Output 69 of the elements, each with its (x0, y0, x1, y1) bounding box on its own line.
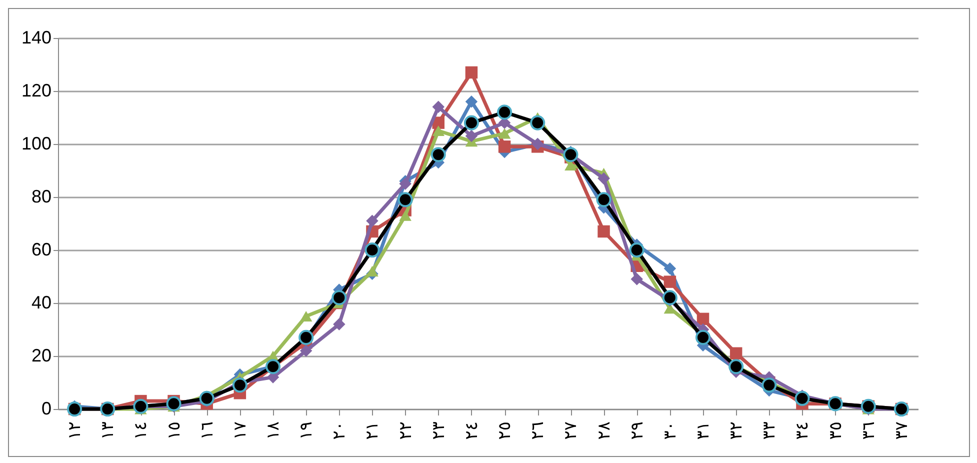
point (630, 273, 643, 286)
point (498, 128, 511, 139)
point (730, 347, 742, 360)
x-tick-label: ٣٣ (760, 422, 780, 440)
point (300, 344, 312, 357)
point (596, 192, 612, 208)
point (366, 214, 378, 227)
x-tick-label: ٢٧ (561, 422, 582, 440)
x-tick-label: ٢٨ (594, 422, 614, 440)
point (465, 66, 478, 79)
point (332, 290, 347, 306)
x-tick-label: ١٣ (98, 422, 118, 440)
point (664, 276, 676, 288)
y-tick-label: 80 (31, 186, 52, 206)
point (696, 312, 710, 326)
point (497, 104, 512, 120)
x-tick-label: ٢٣ (428, 422, 449, 440)
point (629, 242, 644, 258)
y-tick-label: 140 (21, 28, 52, 48)
point (399, 210, 412, 221)
point (598, 172, 610, 185)
x-tick-label: ١٩ (296, 422, 317, 440)
x-tick-label: ١٧ (230, 422, 250, 440)
point (498, 140, 511, 153)
point (432, 100, 445, 114)
y-tick-label: 20 (31, 346, 52, 366)
y-tick-label: 60 (31, 240, 52, 260)
point (432, 125, 445, 136)
point (664, 262, 676, 275)
x-tick-label: ١٦ (197, 422, 218, 440)
point (232, 378, 248, 393)
point (430, 147, 446, 162)
x-tick-label: ٣٧ (892, 422, 912, 440)
point (465, 95, 478, 108)
x-tick-label: ١٢ (65, 422, 86, 440)
point (695, 330, 711, 345)
point (333, 318, 346, 330)
x-tick-label: ٢٤ (462, 422, 482, 440)
x-tick-label: ١٥ (164, 422, 184, 440)
point (298, 330, 314, 345)
y-tick-label: 40 (31, 292, 52, 312)
x-tick-label: ٢١ (362, 422, 383, 440)
y-tick-label: 100 (21, 134, 52, 154)
x-tick-label: ٢٩ (627, 422, 648, 440)
point (300, 310, 312, 322)
x-tick-label: ٣١ (694, 422, 714, 440)
point (364, 242, 380, 258)
point (465, 130, 478, 142)
x-tick-label: ٣٥ (826, 422, 846, 440)
x-tick-label: ٢٥ (495, 422, 516, 440)
point (530, 115, 546, 130)
point (662, 290, 678, 306)
x-tick-label: ١٨ (264, 422, 284, 440)
point (598, 225, 610, 238)
y-tick-label: 0 (41, 398, 52, 418)
x-tick-label: ٢٠ (330, 422, 350, 440)
point (762, 378, 777, 393)
x-tick-label: ٣٦ (858, 422, 879, 440)
point (464, 115, 479, 130)
point (728, 359, 744, 374)
y-tick-label: 120 (21, 80, 52, 100)
point (398, 192, 413, 208)
x-tick-label: ٣٤ (792, 422, 813, 440)
x-tick-label: ١٤ (131, 422, 152, 440)
x-tick-label: ٣٠ (660, 422, 680, 440)
x-tick-label: ٣٢ (726, 422, 747, 440)
x-tick-label: ٢٦ (528, 422, 548, 440)
point (399, 178, 412, 190)
x-tick-label: ٢٢ (396, 422, 416, 440)
